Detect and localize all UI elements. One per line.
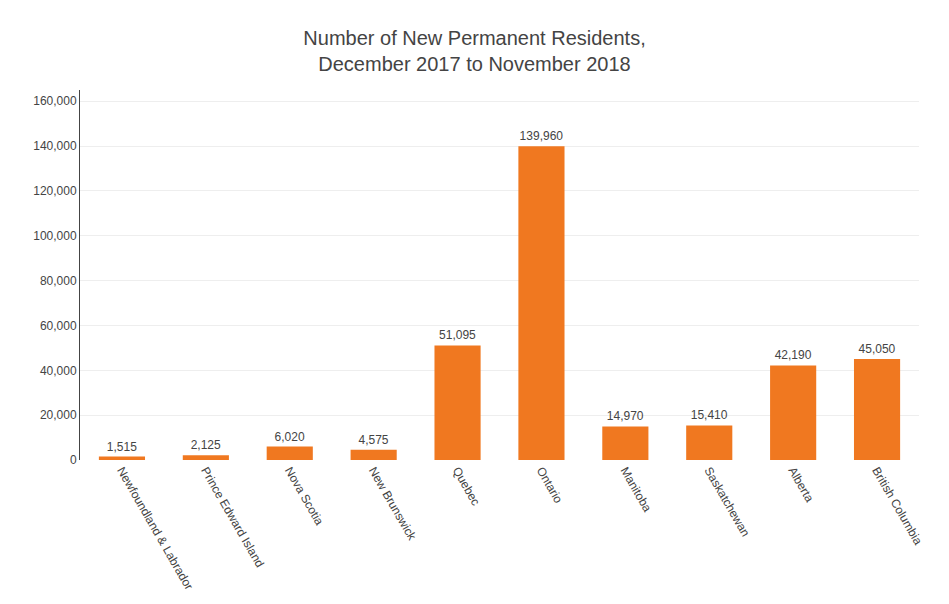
svg-text:0: 0 [70,453,77,467]
svg-text:4,575: 4,575 [358,433,388,447]
svg-text:Nova Scotia: Nova Scotia [282,465,327,528]
svg-text:British Columbia: British Columbia [869,465,925,548]
svg-text:80,000: 80,000 [40,274,77,288]
svg-text:160,000: 160,000 [33,94,77,108]
svg-text:Ontario: Ontario [534,465,566,506]
svg-text:140,000: 140,000 [33,139,77,153]
svg-text:Number of New Permanent Reside: Number of New Permanent Residents,Decemb… [303,27,645,75]
svg-text:51,095: 51,095 [439,328,476,342]
svg-text:Manitoba: Manitoba [618,465,655,515]
svg-text:20,000: 20,000 [40,408,77,422]
svg-text:42,190: 42,190 [775,348,812,362]
svg-text:Prince Edward Island: Prince Edward Island [198,465,267,570]
svg-text:120,000: 120,000 [33,184,77,198]
svg-text:15,410: 15,410 [691,408,728,422]
svg-text:Saskatchewan: Saskatchewan [701,465,752,540]
svg-text:40,000: 40,000 [40,364,77,378]
svg-text:6,020: 6,020 [275,430,305,444]
svg-text:New Brunswick: New Brunswick [366,465,420,544]
svg-text:60,000: 60,000 [40,319,77,333]
svg-text:Quebec: Quebec [450,465,483,508]
svg-text:45,050: 45,050 [859,342,896,356]
svg-text:Alberta: Alberta [785,465,816,505]
svg-text:Newfoundland & Labrador: Newfoundland & Labrador [114,465,196,593]
svg-text:2,125: 2,125 [191,438,221,452]
svg-text:100,000: 100,000 [33,229,77,243]
svg-text:139,960: 139,960 [520,129,564,143]
svg-text:1,515: 1,515 [107,440,137,454]
svg-text:14,970: 14,970 [607,409,644,423]
